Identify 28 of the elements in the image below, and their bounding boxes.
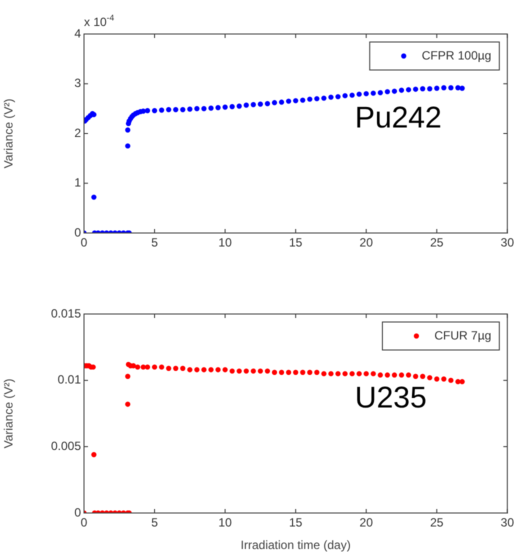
x-tick-label: 5	[151, 516, 158, 530]
y-axis-title: Variance (V²)	[2, 98, 16, 168]
x-tick-label: 25	[430, 236, 444, 250]
annotation: U235	[354, 382, 427, 415]
x-tick-label: 15	[288, 236, 303, 250]
x-axis-title: Irradiation time (day)	[240, 538, 351, 552]
y-tick-label: 0	[74, 225, 82, 240]
x-tick-label: 10	[218, 516, 232, 530]
legend-label: CFPR 100µg	[422, 48, 492, 62]
x-tick-label: 10	[218, 236, 232, 250]
y-tick-label: 2	[74, 126, 82, 140]
annotation: Pu242	[354, 102, 442, 135]
y-tick-label: 0	[74, 505, 82, 520]
x-tick-label: 15	[288, 516, 303, 530]
x-tick-label: 30	[500, 236, 514, 250]
x-tick-label: 20	[360, 236, 374, 250]
y-axis-title: Variance (V²)	[2, 378, 16, 448]
x-tick-label: 20	[360, 516, 374, 530]
y-tick-label: 0.015	[50, 306, 82, 320]
y-tick-label: 3	[74, 76, 82, 90]
y-tick-label: 1	[74, 176, 82, 190]
legend-label: CFUR 7µg	[434, 328, 492, 342]
x-tick-label: 25	[430, 516, 444, 530]
y-tick-label: 0.005	[50, 438, 82, 453]
x-tick-label: 5	[151, 236, 158, 250]
y-tick-label: 0.01	[58, 372, 82, 387]
x-tick-label: 30	[500, 516, 514, 530]
y-tick-label: 4	[74, 26, 82, 40]
